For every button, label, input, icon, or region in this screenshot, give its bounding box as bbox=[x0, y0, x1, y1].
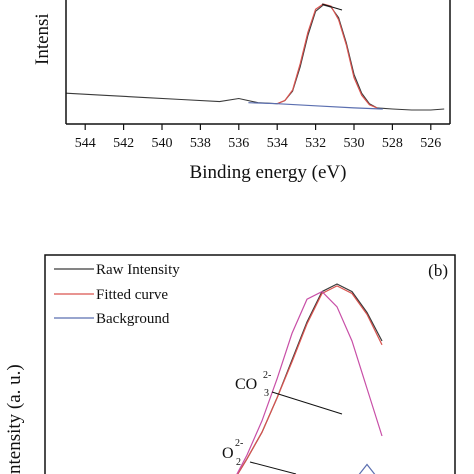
panel-a-xtick-label-528: 528 bbox=[382, 136, 403, 151]
panel-a-xtick-label-534: 534 bbox=[267, 136, 288, 151]
panel-b: ntensity (a. u.) (b) Raw Intensity Fitte… bbox=[4, 254, 456, 474]
panel-a-series-raw bbox=[65, 4, 445, 111]
panel-b-series-fitted bbox=[237, 285, 383, 474]
legend-label-raw: Raw Intensity bbox=[96, 262, 180, 278]
annotation-o2: O 2- 2 bbox=[222, 438, 297, 474]
panel-b-frame bbox=[44, 254, 456, 474]
panel-a-annotation-leader bbox=[321, 3, 343, 11]
annotation-co3-leader bbox=[271, 391, 343, 415]
panel-a-xlabel: Binding energy (eV) bbox=[190, 162, 347, 183]
panel-a-ylabel: Intensi bbox=[32, 13, 53, 65]
panel-a-xtick-label-538: 538 bbox=[190, 136, 211, 151]
panel-a-xtick-label-544: 544 bbox=[75, 136, 96, 151]
annotation-o2-sub: 2 bbox=[236, 457, 241, 468]
annotation-o2-leader bbox=[249, 461, 297, 474]
annotation-o2-base: O bbox=[222, 445, 234, 462]
panel-b-series-group bbox=[236, 283, 383, 474]
annotation-o2-sup: 2- bbox=[235, 438, 243, 449]
panel-a-xtick-label-530: 530 bbox=[344, 136, 365, 151]
panel-a-x-ticks: 544 542 540 538 536 534 532 530 528 526 bbox=[75, 124, 441, 151]
panel-b-tag: (b) bbox=[428, 261, 448, 280]
panel-a-series-background bbox=[248, 102, 383, 110]
panel-b-legend: Raw Intensity Fitted curve Background bbox=[54, 262, 180, 327]
annotation-co3-sub: 3 bbox=[264, 388, 269, 399]
panel-a-xtick-label-526: 526 bbox=[420, 136, 441, 151]
annotation-co3-base: CO bbox=[235, 376, 257, 393]
panel-a-series-group bbox=[65, 3, 445, 111]
legend-label-background: Background bbox=[96, 311, 170, 327]
annotation-co3: CO 2- 3 bbox=[235, 370, 343, 415]
legend-label-fitted: Fitted curve bbox=[96, 287, 168, 303]
panel-a: Intensi 544 542 540 538 536 534 532 530 528 526 B… bbox=[32, 0, 451, 183]
panel-a-xtick-label-532: 532 bbox=[305, 136, 326, 151]
panel-b-series-o2_component bbox=[236, 290, 383, 474]
annotation-co3-sup: 2- bbox=[263, 370, 271, 381]
panel-b-ylabel: ntensity (a. u.) bbox=[4, 364, 25, 474]
panel-a-xtick-label-542: 542 bbox=[113, 136, 134, 151]
panel-a-xtick-label-536: 536 bbox=[228, 136, 249, 151]
panel-a-xtick-label-540: 540 bbox=[152, 136, 173, 151]
panel-a-plot-area bbox=[65, 3, 445, 111]
panel-b-series-background_component bbox=[358, 463, 376, 474]
